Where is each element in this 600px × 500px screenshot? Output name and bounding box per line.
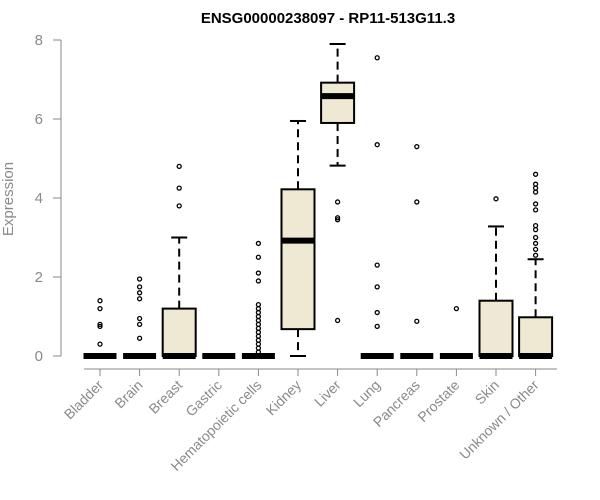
outlier-point (97, 321, 103, 328)
outlier-point (374, 284, 380, 290)
y-ticks: 0 2 4 6 8 (35, 32, 61, 365)
outlier-point (255, 278, 262, 284)
outlier-point (334, 317, 341, 324)
outlier-point (532, 234, 539, 241)
box-group (241, 240, 275, 359)
x-tick-label: Prostate (414, 377, 462, 425)
box-body (518, 316, 554, 358)
outlier-point (255, 301, 262, 308)
box-group (400, 143, 434, 359)
y-tick-label: 2 (35, 269, 43, 286)
outlier-point (532, 207, 539, 213)
box-body (320, 81, 356, 124)
x-tick-label: Liver (311, 377, 344, 410)
outlier-point (532, 240, 539, 247)
box-group (439, 305, 473, 359)
outlier-point (374, 323, 380, 330)
box-body (478, 299, 514, 358)
outlier-point (176, 203, 182, 209)
outlier-point (255, 270, 262, 276)
outlier-point (532, 181, 539, 187)
y-tick-label: 6 (35, 111, 43, 128)
outlier-point (136, 315, 143, 322)
outlier-point (97, 341, 103, 347)
box-group (123, 276, 157, 359)
y-tick-label: 0 (35, 348, 43, 365)
outlier-point (255, 254, 262, 260)
outlier-point (136, 296, 143, 302)
outlier-point (532, 201, 539, 207)
x-tick-label: Bladder (61, 377, 107, 423)
outlier-point (374, 309, 380, 316)
outlier-point (136, 276, 143, 282)
chart-title: ENSG00000238097 - RP11-513G11.3 (201, 10, 455, 27)
box-group (518, 171, 554, 359)
box-body (280, 188, 316, 331)
x-tick-label: Lung (350, 377, 383, 410)
box-group (360, 55, 394, 359)
outlier-point (97, 305, 103, 312)
x-tick-label: Kidney (263, 377, 305, 419)
outlier-point (414, 318, 420, 324)
x-tick-label: Brain (111, 377, 145, 411)
y-tick-label: 4 (35, 190, 43, 207)
box-body (161, 307, 197, 358)
x-tick-label: Breast (145, 377, 185, 417)
outlier-point (97, 323, 103, 330)
outlier-point (176, 163, 182, 170)
outlier-point (532, 252, 539, 258)
y-axis-label: Expression (0, 162, 17, 236)
outlier-point (532, 222, 539, 229)
box-group (280, 119, 316, 357)
outlier-point (136, 321, 143, 328)
outlier-point (374, 142, 380, 148)
outlier-point (532, 171, 539, 177)
outlier-point (374, 55, 380, 61)
outlier-point (255, 240, 262, 247)
outlier-point (453, 305, 460, 312)
box-group (320, 42, 356, 324)
outlier-point (532, 246, 539, 253)
outlier-point (136, 335, 143, 341)
outlier-point (414, 143, 420, 150)
outlier-point (136, 284, 143, 290)
outlier-point (334, 199, 341, 205)
outlier-point (136, 290, 143, 296)
outlier-point (176, 185, 182, 191)
y-tick-label: 8 (35, 32, 43, 49)
box-group (478, 196, 514, 359)
outlier-point (334, 215, 341, 221)
plot-area (83, 42, 554, 359)
outlier-point (97, 298, 103, 304)
x-tick-label: Skin (472, 377, 503, 408)
outlier-point (493, 196, 499, 202)
outlier-point (334, 217, 341, 223)
outlier-point (414, 199, 420, 205)
box-group (83, 298, 117, 359)
box-group (161, 163, 197, 359)
outlier-point (374, 262, 380, 268)
